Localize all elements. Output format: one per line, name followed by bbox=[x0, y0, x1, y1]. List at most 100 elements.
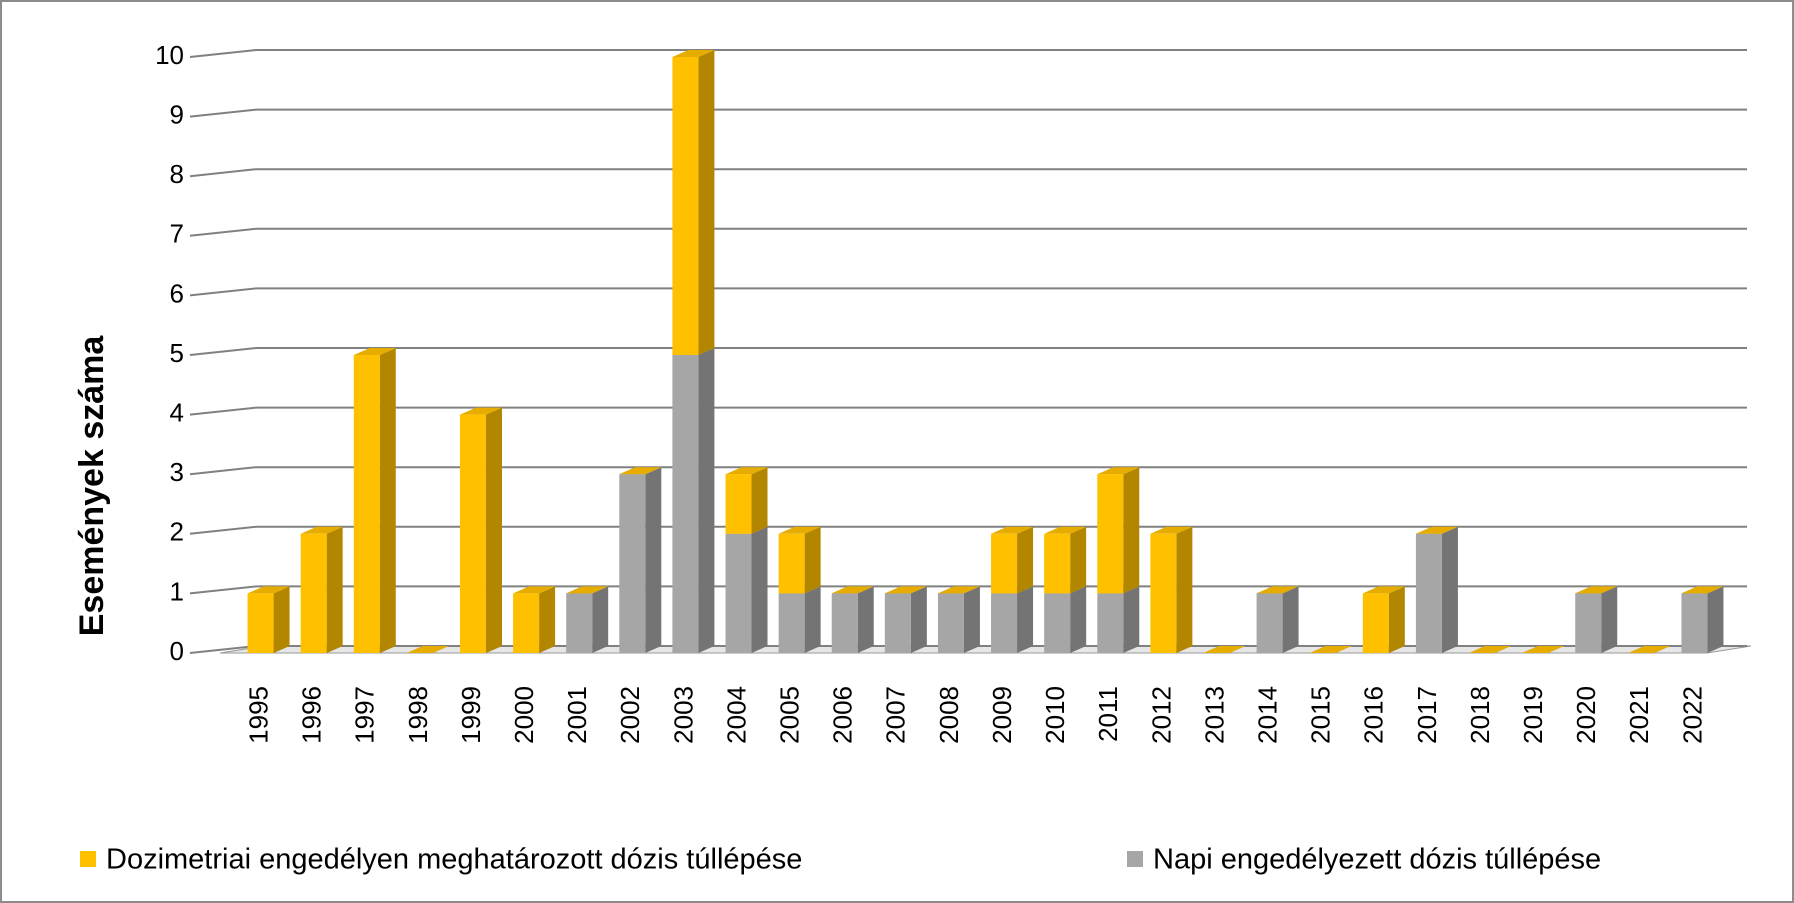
bar-side bbox=[1441, 526, 1458, 653]
bar-top bbox=[1203, 646, 1246, 653]
bar bbox=[672, 355, 699, 653]
bar-side bbox=[1017, 586, 1034, 653]
bar-top bbox=[247, 586, 290, 594]
bar-side bbox=[1017, 526, 1034, 594]
bar-top bbox=[1522, 646, 1565, 653]
bar-top bbox=[406, 646, 449, 653]
grid-line-side bbox=[189, 347, 257, 356]
bar bbox=[1097, 593, 1124, 653]
bar-side bbox=[273, 586, 290, 653]
bar bbox=[459, 414, 486, 653]
grid-line-side bbox=[189, 287, 257, 297]
y-tick-label: 7 bbox=[170, 219, 184, 249]
x-tick-label: 2021 bbox=[1624, 686, 1654, 744]
bar bbox=[300, 533, 327, 653]
x-tick-label: 2013 bbox=[1199, 686, 1229, 744]
x-tick-label: 2007 bbox=[881, 686, 911, 744]
x-tick-label: 2017 bbox=[1412, 686, 1442, 744]
bar-top bbox=[1628, 646, 1671, 653]
bar-top bbox=[566, 586, 609, 594]
legend-label: Dozimetriai engedélyen meghatározott dóz… bbox=[106, 844, 802, 876]
bar-top bbox=[831, 586, 874, 594]
bar bbox=[1256, 593, 1283, 653]
bar bbox=[1362, 593, 1389, 653]
bar-side bbox=[539, 586, 556, 653]
legend-swatch bbox=[80, 851, 96, 867]
y-tick-label: 5 bbox=[170, 338, 184, 368]
x-tick-label: 2019 bbox=[1518, 686, 1548, 744]
bar-side bbox=[592, 586, 609, 653]
y-tick-label: 0 bbox=[170, 636, 184, 666]
bar-top bbox=[672, 50, 715, 57]
bar-side bbox=[1282, 586, 1299, 653]
bar-top bbox=[991, 526, 1034, 534]
x-tick-label: 2022 bbox=[1677, 686, 1707, 744]
bar bbox=[247, 593, 274, 653]
bar-top bbox=[1309, 646, 1352, 653]
bar-top bbox=[1256, 586, 1299, 594]
grid-line-side bbox=[189, 168, 257, 178]
y-tick-label: 3 bbox=[170, 457, 184, 487]
floor bbox=[219, 645, 1752, 654]
bar-top bbox=[1150, 526, 1193, 534]
bar-side bbox=[645, 467, 662, 653]
x-tick-label: 1996 bbox=[297, 686, 327, 744]
grid-line-side bbox=[189, 525, 257, 535]
bar bbox=[672, 57, 699, 355]
bar-side bbox=[857, 586, 874, 653]
bar-top bbox=[513, 586, 556, 594]
bar-side bbox=[804, 526, 821, 594]
x-tick-label: 1998 bbox=[403, 686, 433, 744]
bar bbox=[1044, 533, 1071, 594]
bar bbox=[725, 474, 752, 534]
bar-side bbox=[698, 348, 715, 653]
bar-top bbox=[300, 526, 343, 534]
bar bbox=[991, 593, 1018, 653]
bar-top bbox=[1044, 526, 1087, 534]
grid-line-side bbox=[189, 645, 257, 654]
grid-line-side bbox=[189, 108, 257, 118]
bar-top bbox=[1575, 586, 1618, 594]
x-tick-label: 2006 bbox=[828, 686, 858, 744]
bar bbox=[1415, 533, 1442, 653]
bar-side bbox=[751, 467, 768, 534]
x-tick-label: 2009 bbox=[987, 686, 1017, 744]
y-tick-label: 10 bbox=[155, 40, 184, 70]
legend-label: Napi engedélyezett dózis túllépése bbox=[1153, 844, 1601, 876]
bar bbox=[1044, 593, 1071, 653]
bar bbox=[619, 474, 646, 653]
x-tick-label: 2008 bbox=[934, 686, 964, 744]
y-axis-title: Események száma bbox=[73, 335, 111, 637]
y-tick-label: 6 bbox=[170, 278, 184, 308]
bar bbox=[1150, 533, 1177, 653]
bar-top bbox=[1469, 646, 1512, 653]
y-tick-label: 9 bbox=[170, 99, 184, 129]
bar-top bbox=[1415, 526, 1458, 534]
x-tick-label: 1995 bbox=[243, 686, 273, 744]
bar-side bbox=[910, 586, 927, 653]
x-tick-label: 2020 bbox=[1571, 686, 1601, 744]
grid-line-side bbox=[189, 49, 257, 58]
bar-top bbox=[1362, 586, 1405, 594]
bar-side bbox=[1388, 586, 1405, 653]
x-tick-label: 2000 bbox=[509, 686, 539, 744]
bar bbox=[991, 533, 1018, 594]
bar-side bbox=[1707, 586, 1724, 653]
grid-line-side bbox=[189, 466, 257, 476]
bar-side bbox=[804, 586, 821, 653]
bar bbox=[884, 593, 911, 653]
bar-top bbox=[619, 467, 662, 475]
bar-top bbox=[353, 348, 396, 355]
x-tick-label: 2011 bbox=[1093, 686, 1123, 742]
bar-side bbox=[1601, 586, 1618, 653]
x-tick-label: 2016 bbox=[1359, 686, 1389, 744]
bar-top bbox=[459, 407, 502, 415]
bar bbox=[725, 533, 752, 653]
bar bbox=[831, 593, 858, 653]
grid-line-side bbox=[189, 406, 257, 416]
bar-side bbox=[963, 586, 980, 653]
x-tick-label: 2002 bbox=[615, 686, 645, 744]
bar-top bbox=[1681, 586, 1724, 594]
bar-side bbox=[1176, 526, 1193, 653]
